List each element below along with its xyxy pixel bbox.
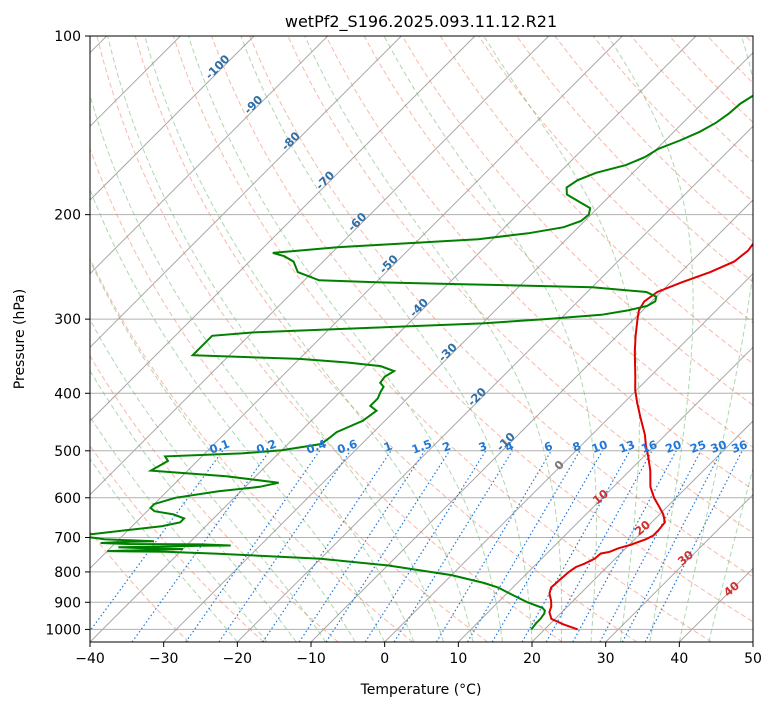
x-tick-label-8: 40 — [670, 651, 688, 667]
dry-adiabat-40 — [172, 36, 712, 642]
mixing-ratio-label-3: 0.6 — [335, 437, 359, 457]
x-tick-label-0: −40 — [75, 651, 105, 667]
isotherm-20 — [531, 420, 753, 642]
isotherm--40 — [90, 36, 697, 642]
reference-lines — [90, 36, 753, 642]
mixing-ratio-label-1: 0.2 — [254, 437, 278, 457]
x-axis-label: Temperature (°C) — [360, 682, 482, 698]
mixing-ratio-label-17: 36 — [729, 437, 749, 456]
isotherm--60 — [90, 36, 550, 496]
mixing-ratio-line-1 — [131, 450, 271, 642]
mixing-ratio-line-11 — [491, 450, 603, 642]
y-tick-label-4: 500 — [54, 444, 81, 460]
moist-adiabat-32 — [483, 36, 640, 642]
y-tick-label-7: 800 — [54, 565, 81, 581]
mixing-ratio-label-15: 25 — [688, 437, 708, 456]
mixing-ratio-line-2 — [185, 450, 321, 642]
dry-adiabat-60 — [249, 36, 753, 578]
x-tick-label-7: 30 — [597, 651, 615, 667]
y-tick-label-6: 700 — [54, 531, 81, 547]
mixing-ratio-line-10 — [466, 450, 581, 642]
mixing-ratio-line-12 — [521, 450, 631, 642]
isotherm-0 — [384, 272, 753, 642]
dry-adiabat-130 — [516, 36, 753, 283]
isotherm--80 — [90, 36, 402, 349]
y-axis-label: Pressure (hPa) — [12, 289, 28, 389]
isotherm--90 — [90, 36, 329, 275]
mixing-ratio-label-16: 30 — [709, 437, 729, 456]
dry-adiabat-110 — [439, 36, 753, 365]
x-tick-label-1: −30 — [149, 651, 179, 667]
mixing-ratio-line-9 — [435, 450, 552, 642]
isotherm-30 — [605, 493, 753, 642]
mixing-ratio-label-14: 20 — [663, 437, 683, 456]
dry-adiabat-30 — [134, 36, 638, 642]
moist-adiabat-28 — [383, 36, 597, 642]
isotherm--100 — [90, 36, 255, 201]
moist-adiabat--16 — [90, 415, 268, 642]
temperature-profile-line — [548, 242, 753, 631]
mixing-ratio-label-13: 16 — [639, 437, 659, 456]
mixing-ratio-line-15 — [599, 450, 702, 642]
mixing-ratio-label-0: 0.1 — [207, 437, 231, 457]
dry-adiabat-80 — [325, 36, 753, 491]
x-tick-label-9: 50 — [744, 651, 762, 667]
dewpoint-profile-line — [90, 94, 753, 631]
moist-adiabat-36 — [607, 36, 694, 642]
dry-adiabat-0 — [90, 257, 414, 642]
mixing-ratio-label-2: 0.4 — [304, 437, 328, 457]
dry-adiabat-100 — [401, 36, 753, 406]
moist-adiabat-8 — [107, 36, 445, 642]
moist-adiabat--8 — [90, 318, 327, 642]
y-tick-label-2: 300 — [54, 312, 81, 328]
isotherm--30 — [163, 51, 753, 642]
dry-adiabat--30 — [90, 530, 190, 642]
axes: −40 −30 −20 −10 0 10 20 30 40 50 100 200 300 400 500 60… — [45, 29, 762, 667]
x-tick-label-2: −20 — [223, 651, 253, 667]
y-tick-label-0: 100 — [54, 29, 81, 45]
x-tick-label-4: 0 — [380, 651, 389, 667]
isotherm--50 — [90, 36, 623, 570]
moist-adiabat--20 — [90, 457, 238, 642]
dry-adiabat-20 — [96, 36, 563, 642]
y-tick-label-1: 200 — [54, 208, 81, 224]
x-tick-label-3: −10 — [296, 651, 326, 667]
chart-title: wetPf2_S196.2025.093.11.12.R21 — [285, 12, 557, 32]
mixing-ratio-line-3 — [218, 450, 351, 642]
profile-lines — [90, 94, 753, 631]
mixing-ratio-line-7 — [364, 450, 487, 642]
isotherm--70 — [90, 36, 476, 422]
moist-adiabat-44 — [708, 466, 753, 642]
moist-adiabat-0 — [90, 188, 386, 642]
plot-frame — [89, 35, 754, 643]
x-tick-label-5: 10 — [449, 651, 467, 667]
moist-adiabat-24 — [304, 36, 563, 642]
isotherm-10 — [457, 346, 753, 642]
y-tick-label-5: 600 — [54, 491, 81, 507]
moist-adiabat-16 — [188, 36, 503, 642]
dry-adiabat-10 — [90, 147, 488, 642]
mixing-ratio-line-8 — [393, 450, 513, 642]
dry-adiabat--20 — [90, 444, 264, 642]
mixing-ratio-line-13 — [545, 450, 653, 642]
dry-adiabat--10 — [90, 354, 339, 642]
moist-adiabat--4 — [90, 259, 356, 642]
mixing-ratio-label-5: 1.5 — [410, 437, 434, 457]
y-tick-label-9: 1000 — [45, 622, 81, 638]
moist-adiabat-40 — [678, 36, 753, 642]
moist-adiabat-20 — [240, 36, 533, 642]
y-tick-label-8: 900 — [54, 595, 81, 611]
mixing-ratio-label-12: 13 — [617, 437, 637, 456]
plot-area — [90, 36, 753, 642]
isotherm--20 — [236, 125, 753, 642]
x-tick-label-6: 20 — [523, 651, 541, 667]
mixing-ratio-label-11: 10 — [590, 437, 610, 456]
y-tick-label-3: 400 — [54, 386, 81, 402]
